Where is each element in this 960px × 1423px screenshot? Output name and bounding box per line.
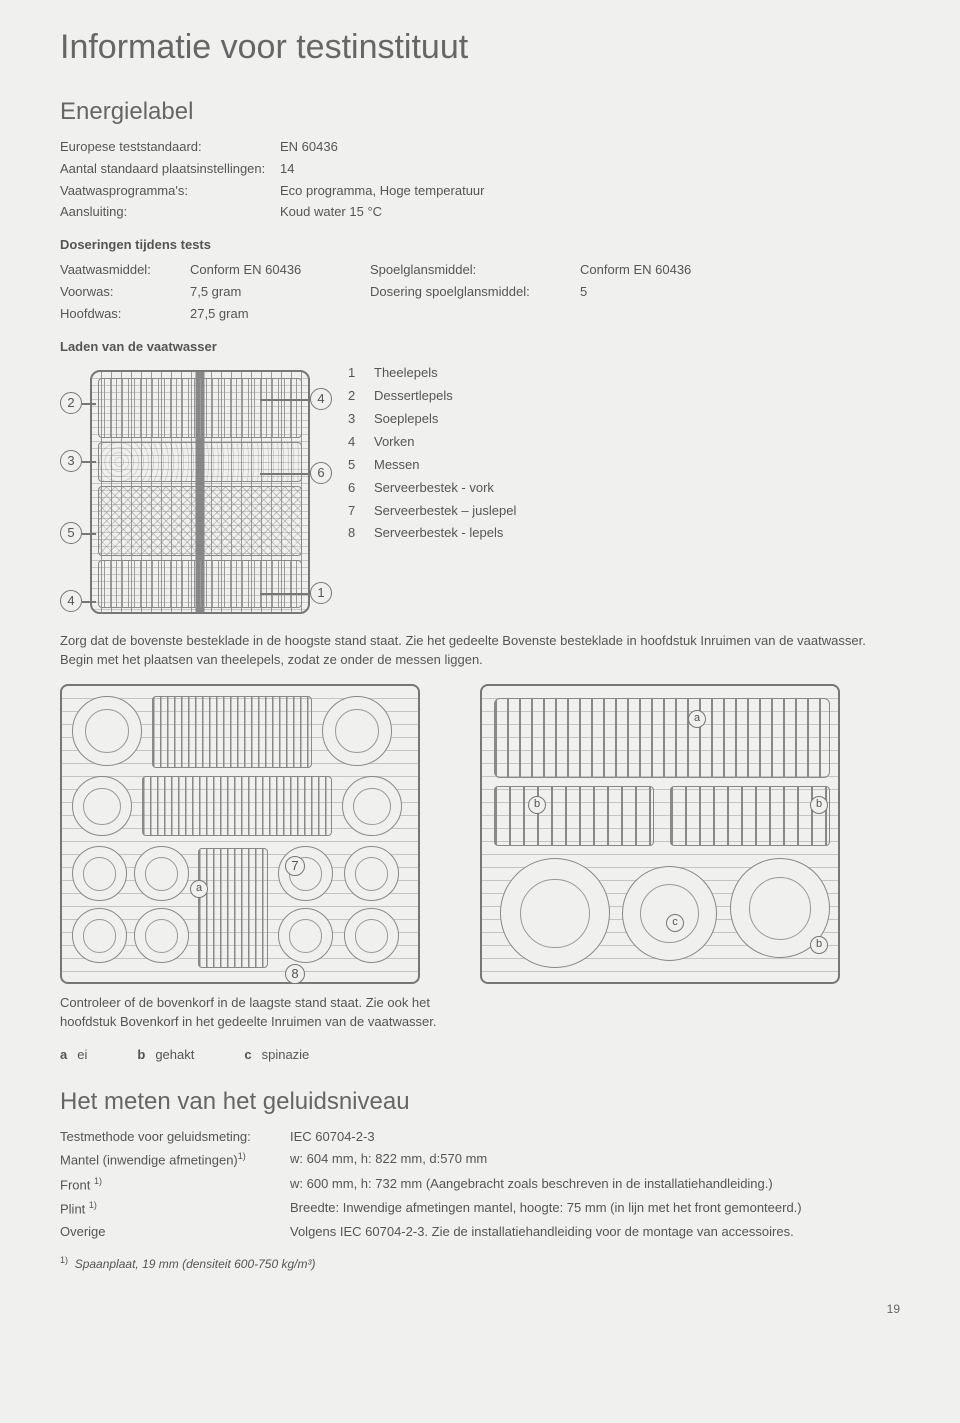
dosing-v: Conform EN 60436: [580, 261, 900, 280]
meten-val: IEC 60704-2-3: [290, 1128, 900, 1147]
legend-num: 8: [348, 524, 362, 543]
legend-text: Serveerbestek - lepels: [374, 524, 503, 543]
meten-val: w: 600 mm, h: 732 mm (Aangebracht zoals …: [290, 1175, 900, 1195]
meten-key: Front 1): [60, 1175, 290, 1195]
legend-num: 3: [348, 410, 362, 429]
meten-val: Volgens IEC 60704-2-3. Zie de installati…: [290, 1223, 900, 1242]
energielabel-key: Aantal standaard plaatsinstellingen:: [60, 160, 280, 179]
legend-num: 5: [348, 456, 362, 475]
dosing-k: Dosering spoelglansmiddel:: [370, 283, 580, 302]
lower-rack-diagram: a b b c b: [480, 684, 840, 984]
energielabel-val: 14: [280, 160, 900, 179]
energielabel-val: Koud water 15 °C: [280, 203, 900, 222]
meten-val: Breedte: Inwendige afmetingen mantel, ho…: [290, 1199, 900, 1219]
laden-row: 2 3 5 4 4 6 1 1 Theelepels 2 Dessertlepels…: [60, 362, 900, 622]
footnote-sup: 1): [60, 1255, 68, 1265]
dosing-v: [580, 305, 900, 324]
abc-val: gehakt: [155, 1047, 194, 1062]
callout-2: 2: [60, 392, 82, 414]
abc-key: b: [137, 1047, 145, 1062]
legend-num: 4: [348, 433, 362, 452]
dosing-k: Voorwas:: [60, 283, 190, 302]
energielabel-key: Europese teststandaard:: [60, 138, 280, 157]
abc-val: spinazie: [262, 1047, 310, 1062]
legend-text: Messen: [374, 456, 420, 475]
meten-key: Testmethode voor geluidsmeting:: [60, 1128, 290, 1147]
energielabel-val: Eco programma, Hoge temperatuur: [280, 182, 900, 201]
legend-text: Theelepels: [374, 364, 438, 383]
dosing-v: 27,5 gram: [190, 305, 370, 324]
energielabel-grid: Europese teststandaard: EN 60436 Aantal …: [60, 138, 900, 222]
page-title: Informatie voor testinstituut: [60, 28, 900, 67]
callout-4r: 4: [310, 388, 332, 410]
doseringen-heading: Doseringen tijdens tests: [60, 236, 900, 255]
callout-3: 3: [60, 450, 82, 472]
abc-val: ei: [77, 1047, 87, 1062]
callout-4: 4: [60, 590, 82, 612]
abc-key: c: [244, 1047, 251, 1062]
legend-text: Serveerbestek - vork: [374, 479, 494, 498]
dosing-k: Hoofdwas:: [60, 305, 190, 324]
dosing-k: [370, 305, 580, 324]
doseringen-grid: Vaatwasmiddel: Conform EN 60436 Spoelgla…: [60, 261, 900, 324]
callout-5: 5: [60, 522, 82, 544]
page-number: 19: [60, 1301, 900, 1318]
mid-paragraph: Zorg dat de bovenste besteklade in de ho…: [60, 632, 880, 670]
energielabel-key: Aansluiting:: [60, 203, 280, 222]
abc-legend: aei bgehakt c spinazie: [60, 1046, 900, 1065]
dosing-v: 7,5 gram: [190, 283, 370, 302]
energielabel-key: Vaatwasprogramma's:: [60, 182, 280, 201]
legend-num: 7: [348, 502, 362, 521]
laden-legend: 1 Theelepels 2 Dessertlepels 3 Soeplepels 4…: [348, 362, 516, 545]
dosing-v: Conform EN 60436: [190, 261, 370, 280]
meten-key: Mantel (inwendige afmetingen)1): [60, 1150, 290, 1170]
upper-rack-diagram: a 7 8: [60, 684, 420, 984]
callout-6: 6: [310, 462, 332, 484]
meten-key: Plint 1): [60, 1199, 290, 1219]
abc-key: a: [60, 1047, 67, 1062]
caption-upper-rack: Controleer of de bovenkorf in de laagste…: [60, 994, 480, 1032]
meten-val: w: 604 mm, h: 822 mm, d:570 mm: [290, 1150, 900, 1170]
cutlery-tray-diagram: 2 3 5 4 4 6 1: [60, 362, 320, 622]
rack-diagrams-row: a 7 8 a b b c b: [60, 684, 900, 984]
footnote: 1) Spaanplaat, 19 mm (densiteit 600-750 …: [60, 1254, 900, 1273]
legend-text: Soeplepels: [374, 410, 438, 429]
dosing-k: Vaatwasmiddel:: [60, 261, 190, 280]
legend-num: 2: [348, 387, 362, 406]
dosing-k: Spoelglansmiddel:: [370, 261, 580, 280]
callout-1: 1: [310, 582, 332, 604]
legend-num: 6: [348, 479, 362, 498]
section-energielabel-heading: Energielabel: [60, 95, 900, 130]
meten-key: Overige: [60, 1223, 290, 1242]
legend-text: Vorken: [374, 433, 414, 452]
laden-heading: Laden van de vaatwasser: [60, 338, 900, 357]
legend-text: Dessertlepels: [374, 387, 453, 406]
energielabel-val: EN 60436: [280, 138, 900, 157]
dosing-v: 5: [580, 283, 900, 302]
meten-heading: Het meten van het geluidsniveau: [60, 1085, 900, 1120]
footnote-text: Spaanplaat, 19 mm (densiteit 600-750 kg/…: [75, 1257, 316, 1271]
legend-num: 1: [348, 364, 362, 383]
legend-text: Serveerbestek – juslepel: [374, 502, 516, 521]
meten-grid: Testmethode voor geluidsmeting: IEC 6070…: [60, 1128, 900, 1242]
